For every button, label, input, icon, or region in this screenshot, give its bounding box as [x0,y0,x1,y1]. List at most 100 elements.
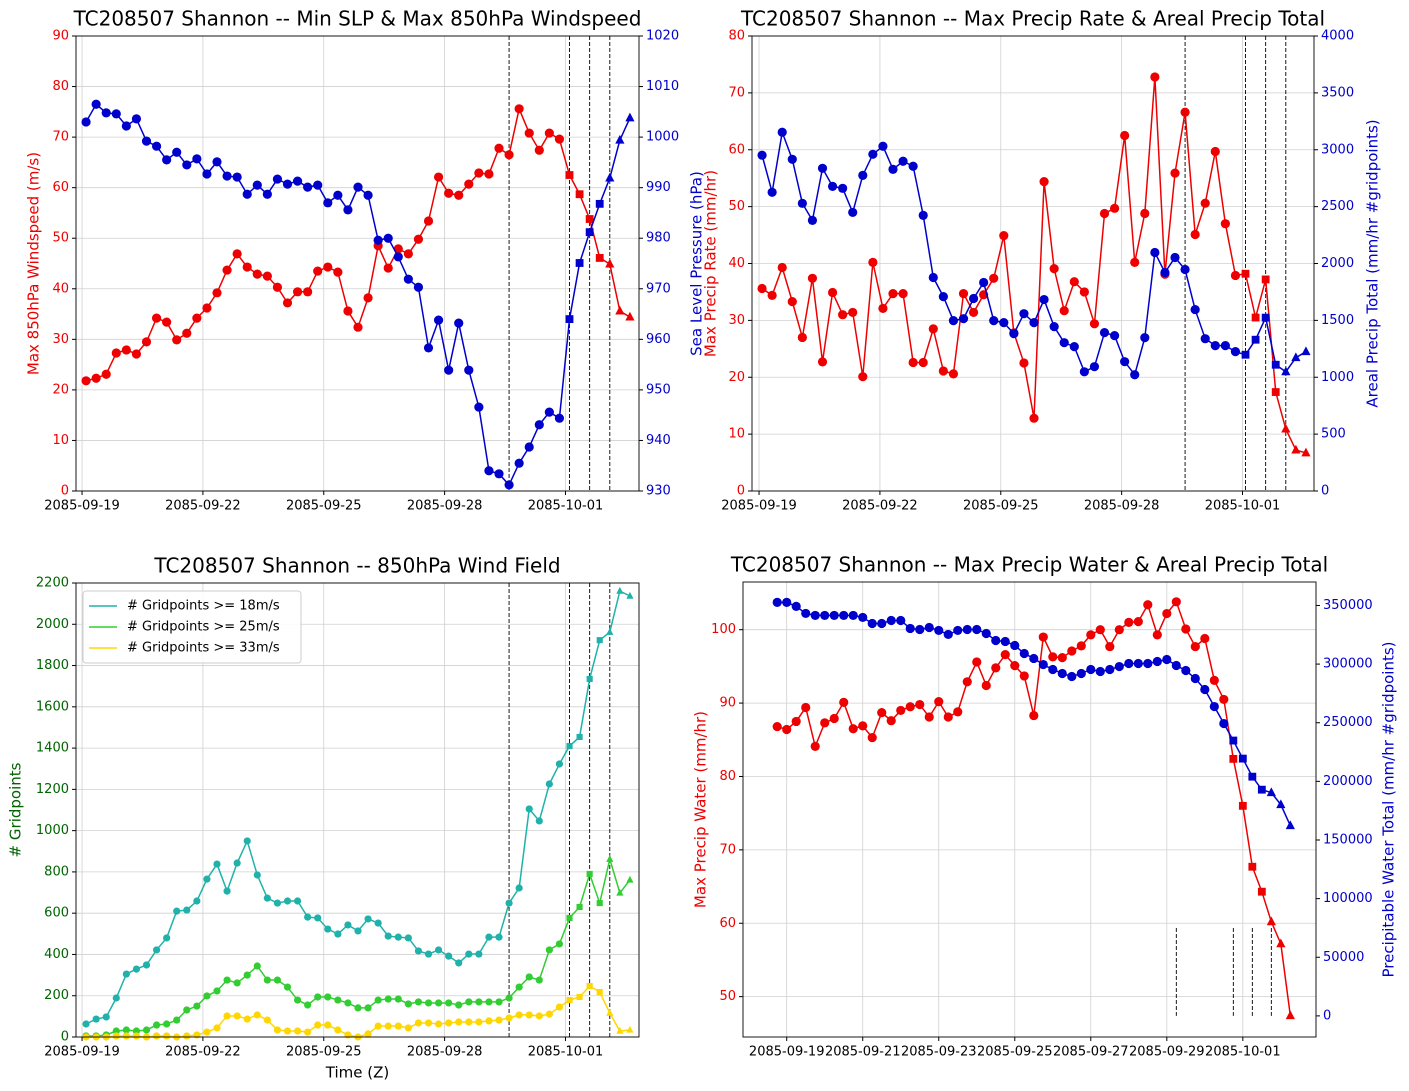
marker [807,273,818,283]
y2-tick-label: 250000 [1323,715,1373,730]
y2-tick-label: 1000 [1321,370,1354,385]
marker [465,1018,473,1026]
marker [151,313,162,323]
marker [839,610,849,621]
marker [494,469,504,479]
marker [353,182,363,192]
marker [777,127,787,137]
marker [455,1018,463,1026]
marker [596,900,603,907]
marker [585,228,594,237]
y-tick-label: 80 [52,79,69,94]
marker [304,1001,312,1009]
y-tick-label: 40 [52,281,69,296]
marker [888,289,898,299]
marker [565,171,574,179]
marker [424,999,433,1007]
marker [212,288,222,298]
marker [173,907,181,915]
marker [494,143,504,153]
marker [626,591,634,599]
marker [908,161,918,171]
marker [454,190,464,200]
marker [193,1002,201,1010]
marker [1238,754,1247,763]
marker [81,117,91,127]
marker [575,259,584,267]
y2-tick-label: 3500 [1321,85,1354,100]
marker [1114,661,1124,672]
marker [981,680,991,691]
marker [363,293,373,303]
marker [1120,130,1130,141]
marker [1210,146,1220,157]
marker [1291,352,1301,362]
marker [354,927,362,935]
marker [972,657,982,667]
marker [545,780,553,788]
plot-frame [742,581,1317,1038]
y-tick-label: 200 [44,988,69,1003]
marker [111,109,121,119]
y-tick-label: 60 [728,142,745,157]
marker [968,307,979,318]
y-tick-label: 70 [52,130,69,145]
marker [1010,661,1020,671]
marker [838,310,848,320]
marker [868,149,878,159]
marker [1124,617,1134,627]
marker [858,372,868,382]
y-tick-label: 50 [52,231,69,246]
marker [1170,252,1180,263]
marker [554,413,565,423]
marker [1048,652,1058,662]
marker [595,254,604,262]
y2-tick-label: 990 [646,180,671,195]
y-axis-label: Max 850hPa Windspeed (m/s) [25,152,43,375]
marker [1271,360,1280,369]
y2-tick-label: 2000 [1321,256,1354,271]
y-tick-label: 1400 [36,741,69,756]
marker [333,190,343,200]
marker [514,458,524,468]
marker [858,721,868,731]
marker [213,987,221,995]
marker [444,188,454,198]
marker [374,996,382,1004]
marker [1248,862,1257,871]
marker [192,154,202,164]
marker [1099,208,1110,219]
marker [233,1012,241,1020]
marker [163,1020,171,1028]
plot-frame [751,35,1315,492]
marker [848,724,858,734]
marker [434,1020,443,1028]
marker [896,705,906,716]
marker [122,1032,130,1040]
marker [495,933,503,941]
y-tick-label: 60 [52,180,69,195]
marker [203,992,211,1000]
marker [820,718,830,728]
marker [243,971,251,979]
marker [151,141,162,151]
marker [242,262,252,272]
marker [383,263,393,273]
marker [324,925,332,933]
marker [495,1016,503,1024]
x-tick-label: 2085-09-28 [407,499,483,514]
y-tick-label: 90 [52,29,69,44]
marker [313,180,323,190]
y2-tick-label: 150000 [1323,832,1373,847]
y2-tick-label: 930 [646,484,671,499]
y2-tick-label: 3000 [1321,142,1354,157]
marker [202,169,212,179]
marker [122,970,130,978]
marker [989,273,999,283]
x-tick-label: 2085-09-22 [842,499,918,514]
marker [1010,640,1020,651]
marker [839,697,849,707]
marker [222,171,232,181]
marker [1069,277,1079,287]
marker [586,675,593,683]
